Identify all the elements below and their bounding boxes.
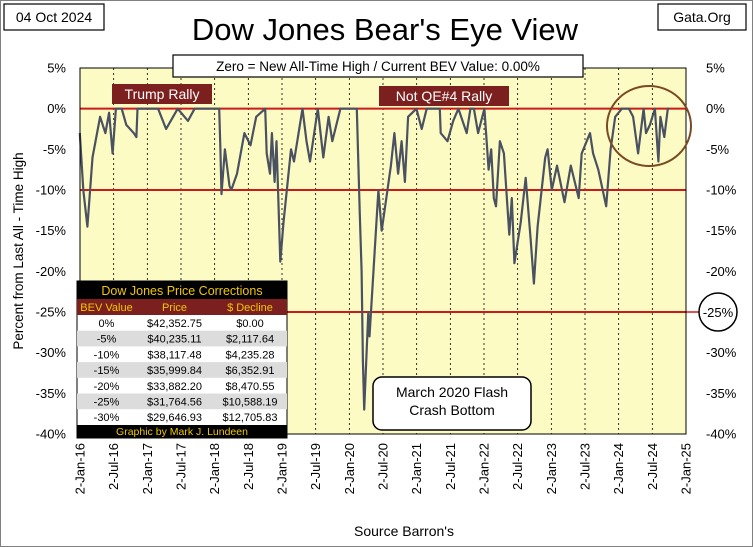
x-tick-label: 2-Jan-21 [409, 443, 424, 494]
source-site-label: Gata.Org [673, 9, 731, 25]
x-tick-labels: 2-Jan-16 2-Jul-16 2-Jan-17 2-Jul-17 2-Jan-18… [73, 443, 694, 494]
y-tick-label: -20% [36, 264, 67, 279]
table-cell: $8,470.55 [226, 381, 275, 393]
y-tick-label: -30% [36, 345, 67, 360]
x-tick-label: 2-Jan-25 [679, 443, 694, 494]
table-header-cell: $ Decline [227, 302, 273, 314]
table-cell: $12,705.83 [222, 412, 277, 424]
x-tick-label: 2-Jul-18 [241, 443, 256, 490]
subtitle: Zero = New All-Time High / Current BEV V… [216, 59, 540, 74]
x-tick-label: 2-Jan-23 [544, 443, 559, 494]
y-tick-label: -10% [706, 183, 737, 198]
right-badge: -25% [698, 292, 738, 332]
date-label: 04 Oct 2024 [16, 9, 92, 25]
x-tick-label: 2-Jan-20 [342, 443, 357, 494]
annotation-trump-rally: Trump Rally [112, 84, 212, 104]
y-tick-label: -15% [36, 223, 67, 238]
table-cell: $38,117.48 [147, 349, 201, 361]
table-cell: 0% [99, 318, 115, 330]
y-tick-label: -30% [706, 345, 737, 360]
table-title: Dow Jones Price Corrections [101, 284, 262, 298]
table-cell: -20% [94, 381, 120, 393]
y-tick-label: 5% [47, 61, 66, 76]
y-tick-label: -35% [706, 386, 737, 401]
y-tick-label: -10% [36, 183, 67, 198]
x-tick-label: 2-Jan-18 [207, 443, 222, 494]
y-tick-label: 5% [706, 61, 725, 76]
source-site-box: Gata.Org [657, 3, 747, 31]
x-tick-label: 2-Jan-24 [611, 443, 626, 494]
table-row-shade [77, 362, 287, 378]
x-tick-label: 2-Jan-16 [73, 443, 88, 494]
y-tick-label: -35% [36, 386, 67, 401]
table-header-bar [77, 299, 287, 315]
x-tick-label: 2-Jan-22 [477, 443, 492, 494]
table-cell: $42,352.75 [147, 318, 202, 330]
table-footer: Graphic by Mark J. Lundeen [116, 426, 248, 438]
y-tick-label: -5% [706, 142, 730, 157]
table-header-cell: Price [162, 302, 187, 314]
table-footer-bar [77, 425, 287, 438]
x-tick-label: 2-Jul-19 [308, 443, 323, 490]
date-box: 04 Oct 2024 [3, 3, 105, 31]
x-tick-label: 2-Jan-17 [140, 443, 155, 494]
table-cell: -15% [94, 365, 120, 377]
y-tick-label: -15% [706, 223, 737, 238]
table-cell: $35,999.84 [147, 365, 202, 377]
annotation-not-qe4-rally-text: Not QE#4 Rally [396, 88, 492, 104]
y-tick-label: -20% [706, 264, 737, 279]
y-tick-label: -40% [36, 427, 67, 442]
table-cell: $4,235.28 [226, 349, 275, 361]
chart-title: Dow Jones Bear's Eye View [192, 12, 579, 47]
y-tick-label: -25% [36, 305, 67, 320]
series-line [78, 107, 670, 411]
annotation-flash-crash-text: March 2020 Flash Crash Bottom [396, 384, 508, 418]
table-header-cell: BEV Value [80, 302, 132, 314]
y-tick-label: -40% [706, 427, 737, 442]
table-cell: $40,235.11 [147, 334, 201, 346]
annotation-flash-crash: March 2020 Flash Crash Bottom [372, 376, 532, 431]
annotation-trump-rally-text: Trump Rally [125, 86, 200, 102]
table-cell: $2,117.64 [226, 334, 274, 346]
y-tick-label: 0% [47, 101, 66, 116]
y-tick-labels-left: 5% 0% -5% -10% -15% -20% -25% -30% -35% -40% [36, 61, 67, 442]
table-cell: -5% [97, 334, 117, 346]
x-tick-label: 2-Jan-19 [275, 443, 290, 494]
subtitle-box: Zero = New All-Time High / Current BEV V… [172, 54, 584, 78]
x-tick-label: 2-Jul-23 [578, 443, 593, 490]
recent-highs-circle [606, 85, 692, 167]
annotation-line: Crash Bottom [409, 402, 495, 418]
table-cell: -10% [94, 349, 120, 361]
x-tick-label: 2-Jul-17 [174, 443, 189, 490]
x-tick-label: 2-Jul-16 [106, 443, 121, 490]
annotation-not-qe4-rally: Not QE#4 Rally [379, 86, 509, 106]
y-axis-label: Percent from Last All - Time High [11, 152, 26, 349]
table-title-bar [77, 281, 287, 299]
table-row-shade [77, 393, 287, 410]
x-tick-label: 2-Jul-21 [443, 443, 458, 490]
price-corrections-table: Dow Jones Price Corrections BEV Value Pric… [76, 280, 288, 439]
table-cell: $29,646.93 [147, 412, 202, 424]
y-tick-label: -5% [43, 142, 67, 157]
table-cell: -30% [94, 412, 120, 424]
series-layer [78, 107, 670, 411]
table-cell: $6,352.91 [226, 365, 275, 377]
table-cell: $10,588.19 [222, 397, 277, 409]
table-cell: $0.00 [236, 318, 264, 330]
x-tick-label: 2-Jul-24 [645, 443, 660, 490]
x-axis-label: Source Barron's [354, 523, 454, 539]
table-cell: $31,764.56 [147, 397, 202, 409]
table-row-shade [77, 330, 287, 347]
x-tick-label: 2-Jul-22 [510, 443, 525, 490]
annotation-line: March 2020 Flash [396, 384, 508, 400]
table-cell: $33,882.20 [147, 381, 202, 393]
right-badge-text: -25% [703, 305, 734, 320]
x-tick-label: 2-Jul-20 [376, 443, 391, 490]
y-tick-label: 0% [706, 101, 725, 116]
table-cell: -25% [94, 397, 120, 409]
